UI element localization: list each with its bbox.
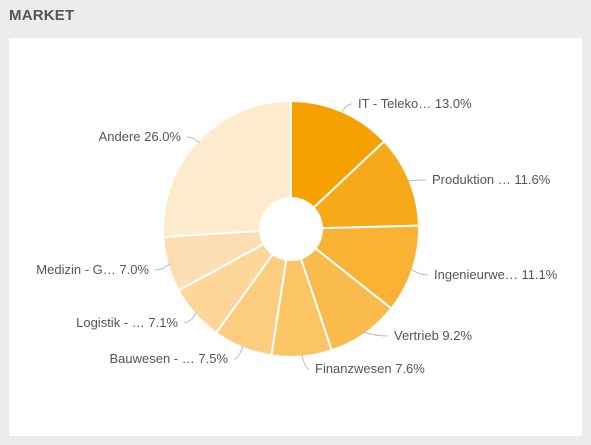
slice-label-name: Ingenieurwe…	[434, 267, 521, 282]
leader-line	[340, 103, 353, 114]
slice-label-name: Medizin - G…	[36, 262, 119, 277]
slice-label-value: 7.6%	[395, 361, 425, 376]
slice-label: Vertrieb 9.2%	[394, 328, 472, 343]
pie-slice[interactable]	[288, 224, 420, 310]
widget-title: MARKET	[9, 7, 75, 24]
label-leaders	[154, 103, 429, 370]
slice-label: Finanzwesen 7.6%	[315, 361, 425, 376]
donut-hole	[259, 197, 323, 261]
leader-line	[410, 268, 429, 276]
slice-label-name: Produktion …	[432, 172, 514, 187]
leader-line	[233, 345, 244, 360]
leader-line	[301, 354, 310, 370]
pie-slice[interactable]	[288, 139, 420, 231]
leader-line	[183, 312, 198, 324]
leader-line	[186, 136, 200, 144]
slice-label-name: Logistik - …	[76, 315, 148, 330]
slice-label: Medizin - G… 7.0%	[36, 262, 149, 277]
slice-label: Produktion … 11.6%	[432, 172, 551, 187]
slice-label: Ingenieurwe… 11.1%	[434, 267, 558, 282]
slice-label-name: Finanzwesen	[315, 361, 395, 376]
slice-label-name: Bauwesen - …	[109, 351, 198, 366]
slice-label-value: 11.1%	[521, 267, 557, 282]
slice-label-name: Vertrieb	[394, 328, 442, 343]
leader-line	[407, 179, 427, 182]
slice-label-name: IT - Teleko…	[358, 96, 435, 111]
slice-label: IT - Teleko… 13.0%	[358, 96, 472, 111]
leader-line	[363, 331, 389, 337]
slice-label-value: 7.1%	[148, 315, 178, 330]
slice-label-value: 9.2%	[442, 328, 472, 343]
slice-label: Logistik - … 7.1%	[76, 315, 178, 330]
slice-label-value: 7.5%	[198, 351, 228, 366]
leader-line	[154, 263, 171, 271]
slice-labels: IT - Teleko… 13.0% Produktion … 11.6% Inge…	[36, 96, 558, 376]
slice-label: Bauwesen - … 7.5%	[109, 351, 228, 366]
pie-slices	[162, 99, 420, 358]
slice-label-name: Andere	[99, 129, 145, 144]
slice-label: Andere 26.0%	[99, 129, 182, 144]
slice-label-value: 7.0%	[119, 262, 149, 277]
slice-label-value: 13.0%	[435, 96, 472, 111]
slice-label-value: 26.0%	[144, 129, 181, 144]
slice-label-value: 11.6%	[514, 172, 550, 187]
